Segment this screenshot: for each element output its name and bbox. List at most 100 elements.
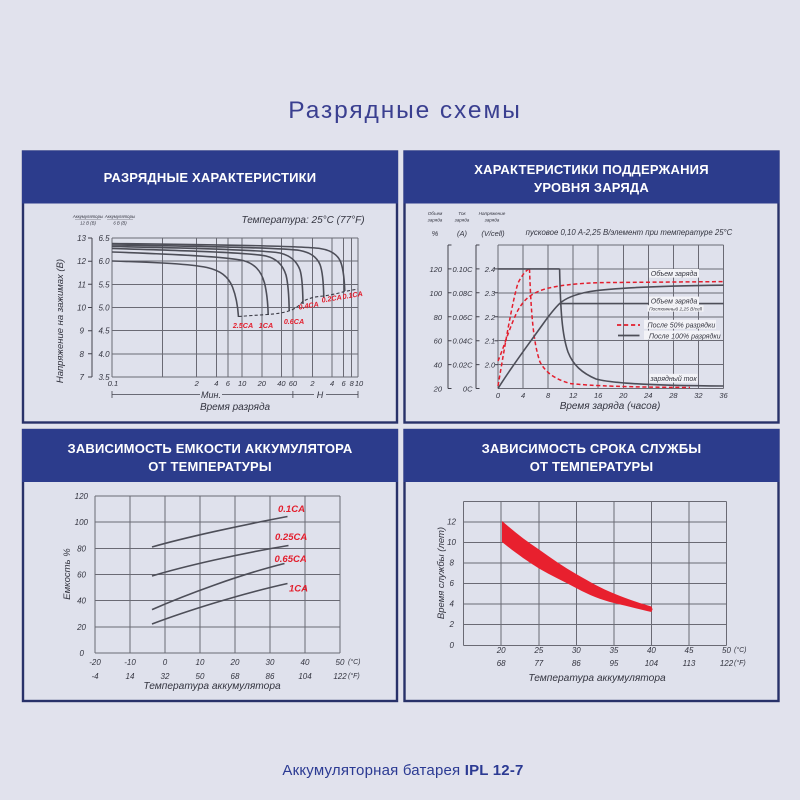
svg-text:Аккумуляторы: Аккумуляторы <box>104 214 136 219</box>
svg-text:Постоянный 2,25 В/cell: Постоянный 2,25 В/cell <box>649 305 703 312</box>
svg-text:0.10C: 0.10C <box>452 265 473 274</box>
svg-text:4: 4 <box>214 379 218 388</box>
svg-text:6: 6 <box>450 579 455 588</box>
svg-text:0.4CA: 0.4CA <box>298 299 320 311</box>
svg-text:40: 40 <box>647 646 656 655</box>
svg-text:4: 4 <box>330 379 334 388</box>
svg-text:77: 77 <box>534 659 543 668</box>
svg-text:Время разряда: Время разряда <box>200 402 271 413</box>
svg-text:Объем: Объем <box>428 211 443 216</box>
svg-text:Время службы (лет): Время службы (лет) <box>436 527 447 619</box>
svg-text:пусковое 0,10 А-2,25 В/элемент: пусковое 0,10 А-2,25 В/элемент при темпе… <box>526 228 733 237</box>
svg-text:25: 25 <box>533 646 543 655</box>
svg-text:0.2CA: 0.2CA <box>321 292 343 304</box>
svg-text:-20: -20 <box>89 658 101 667</box>
svg-text:12 В (В): 12 В (В) <box>80 221 96 226</box>
svg-text:Разрядные схемы: Разрядные схемы <box>288 97 521 124</box>
svg-text:0: 0 <box>80 649 85 658</box>
svg-text:40: 40 <box>277 379 286 388</box>
svg-text:8: 8 <box>80 350 85 359</box>
svg-text:H: H <box>317 390 324 400</box>
svg-text:заряда: заряда <box>427 218 443 223</box>
svg-text:зарядный ток: зарядный ток <box>649 375 697 383</box>
svg-text:заряда: заряда <box>454 218 470 223</box>
svg-text:6.0: 6.0 <box>98 257 110 266</box>
svg-text:122: 122 <box>333 672 347 681</box>
svg-text:9: 9 <box>80 327 85 336</box>
svg-text:20: 20 <box>496 646 506 655</box>
svg-text:6: 6 <box>226 379 231 388</box>
svg-text:60: 60 <box>434 337 443 346</box>
svg-text:40: 40 <box>77 597 86 606</box>
svg-text:Время заряда (часов): Время заряда (часов) <box>560 401 661 412</box>
svg-text:30: 30 <box>266 658 275 667</box>
svg-text:40: 40 <box>434 361 443 370</box>
svg-text:20: 20 <box>433 385 443 394</box>
svg-text:4: 4 <box>521 391 525 400</box>
svg-text:Температура аккумулятора: Температура аккумулятора <box>143 681 281 692</box>
svg-text:После 50% разрядки: После 50% разрядки <box>648 322 716 330</box>
svg-text:60: 60 <box>289 379 298 388</box>
svg-text:ЗАВИСИМОСТЬ СРОКА СЛУЖБЫ: ЗАВИСИМОСТЬ СРОКА СЛУЖБЫ <box>482 441 702 456</box>
svg-text:80: 80 <box>77 544 86 553</box>
svg-text:Аккумуляторы: Аккумуляторы <box>72 214 104 219</box>
svg-text:12: 12 <box>77 257 86 266</box>
svg-text:2.1: 2.1 <box>484 337 495 346</box>
svg-text:13: 13 <box>77 234 86 243</box>
svg-text:0.65CA: 0.65CA <box>275 554 307 565</box>
svg-text:5.5: 5.5 <box>98 280 110 289</box>
svg-text:68: 68 <box>497 659 506 668</box>
svg-text:16: 16 <box>594 391 603 400</box>
svg-text:32: 32 <box>161 672 170 681</box>
svg-text:50: 50 <box>336 658 345 667</box>
svg-text:20: 20 <box>76 623 86 632</box>
svg-text:0.02C: 0.02C <box>452 361 473 370</box>
svg-text:122: 122 <box>720 659 734 668</box>
svg-text:ОТ ТЕМПЕРАТУРЫ: ОТ ТЕМПЕРАТУРЫ <box>148 459 272 474</box>
svg-text:УРОВНЯ ЗАРЯДА: УРОВНЯ ЗАРЯДА <box>534 180 649 195</box>
svg-text:30: 30 <box>572 646 581 655</box>
svg-text:113: 113 <box>683 659 696 668</box>
svg-text:20: 20 <box>257 379 267 388</box>
svg-text:2: 2 <box>194 379 200 388</box>
svg-text:40: 40 <box>301 658 310 667</box>
svg-text:32: 32 <box>694 391 703 400</box>
svg-text:%: % <box>432 229 439 238</box>
svg-text:10: 10 <box>196 658 205 667</box>
svg-text:Температура: 25°C (77°F): Температура: 25°C (77°F) <box>241 215 364 226</box>
svg-text:Объем заряда: Объем заряда <box>651 270 698 278</box>
svg-text:1CA: 1CA <box>289 584 308 595</box>
svg-text:86: 86 <box>266 672 275 681</box>
svg-text:6: 6 <box>342 379 347 388</box>
svg-text:4: 4 <box>450 600 455 609</box>
svg-text:ХАРАКТЕРИСТИКИ ПОДДЕРЖАНИЯ: ХАРАКТЕРИСТИКИ ПОДДЕРЖАНИЯ <box>474 162 709 177</box>
svg-text:0.1CA: 0.1CA <box>278 504 305 515</box>
svg-text:0: 0 <box>163 658 168 667</box>
svg-text:8: 8 <box>546 391 551 400</box>
svg-text:0.25CA: 0.25CA <box>275 532 307 543</box>
svg-text:100: 100 <box>429 289 442 298</box>
svg-text:6 В (В): 6 В (В) <box>113 221 127 226</box>
svg-text:50: 50 <box>196 672 205 681</box>
svg-text:45: 45 <box>685 646 694 655</box>
svg-text:0.08C: 0.08C <box>452 289 473 298</box>
svg-text:95: 95 <box>609 659 618 668</box>
svg-text:10: 10 <box>77 304 86 313</box>
svg-text:2: 2 <box>309 379 315 388</box>
svg-text:120: 120 <box>429 265 442 274</box>
svg-text:120: 120 <box>75 492 89 501</box>
svg-text:Мин.: Мин. <box>201 390 221 400</box>
svg-text:(V/cell): (V/cell) <box>481 229 505 238</box>
svg-text:10: 10 <box>355 379 364 388</box>
svg-text:0: 0 <box>450 641 455 650</box>
svg-text:2.2: 2.2 <box>484 313 496 322</box>
svg-text:104: 104 <box>298 672 312 681</box>
svg-text:Температура аккумулятора: Температура аккумулятора <box>528 673 666 684</box>
svg-text:6.5: 6.5 <box>98 234 110 243</box>
svg-text:2.4: 2.4 <box>484 265 495 274</box>
svg-text:-10: -10 <box>124 658 136 667</box>
svg-text:100: 100 <box>75 518 89 527</box>
svg-text:14: 14 <box>126 672 135 681</box>
svg-text:0.1CA: 0.1CA <box>342 289 364 301</box>
svg-text:4.0: 4.0 <box>98 350 110 359</box>
